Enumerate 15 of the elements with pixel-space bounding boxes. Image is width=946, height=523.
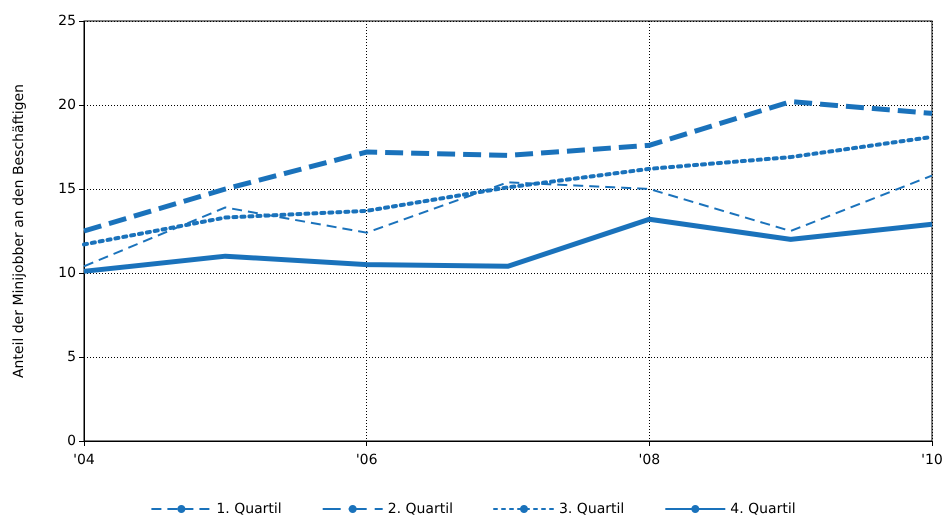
x-tick-label: '04 (73, 452, 95, 468)
legend-label: 2. Quartil (388, 501, 454, 517)
x-tick-label: '06 (356, 452, 378, 468)
y-tick-label: 25 (58, 13, 76, 29)
x-tick-label: '10 (921, 452, 943, 468)
y-tick-label: 15 (58, 181, 76, 197)
y-axis-title: Anteil der Minijobber an den Beschäftigen (11, 84, 27, 378)
x-tick-label: '08 (638, 452, 660, 468)
y-tick-label: 0 (67, 433, 76, 449)
legend-label: 1. Quartil (216, 501, 282, 517)
y-tick-label: 5 (67, 349, 76, 365)
y-tick-label: 20 (58, 97, 76, 113)
legend-label: 4. Quartil (730, 501, 796, 517)
legend-label: 3. Quartil (559, 501, 624, 517)
y-tick-label: 10 (58, 265, 76, 281)
